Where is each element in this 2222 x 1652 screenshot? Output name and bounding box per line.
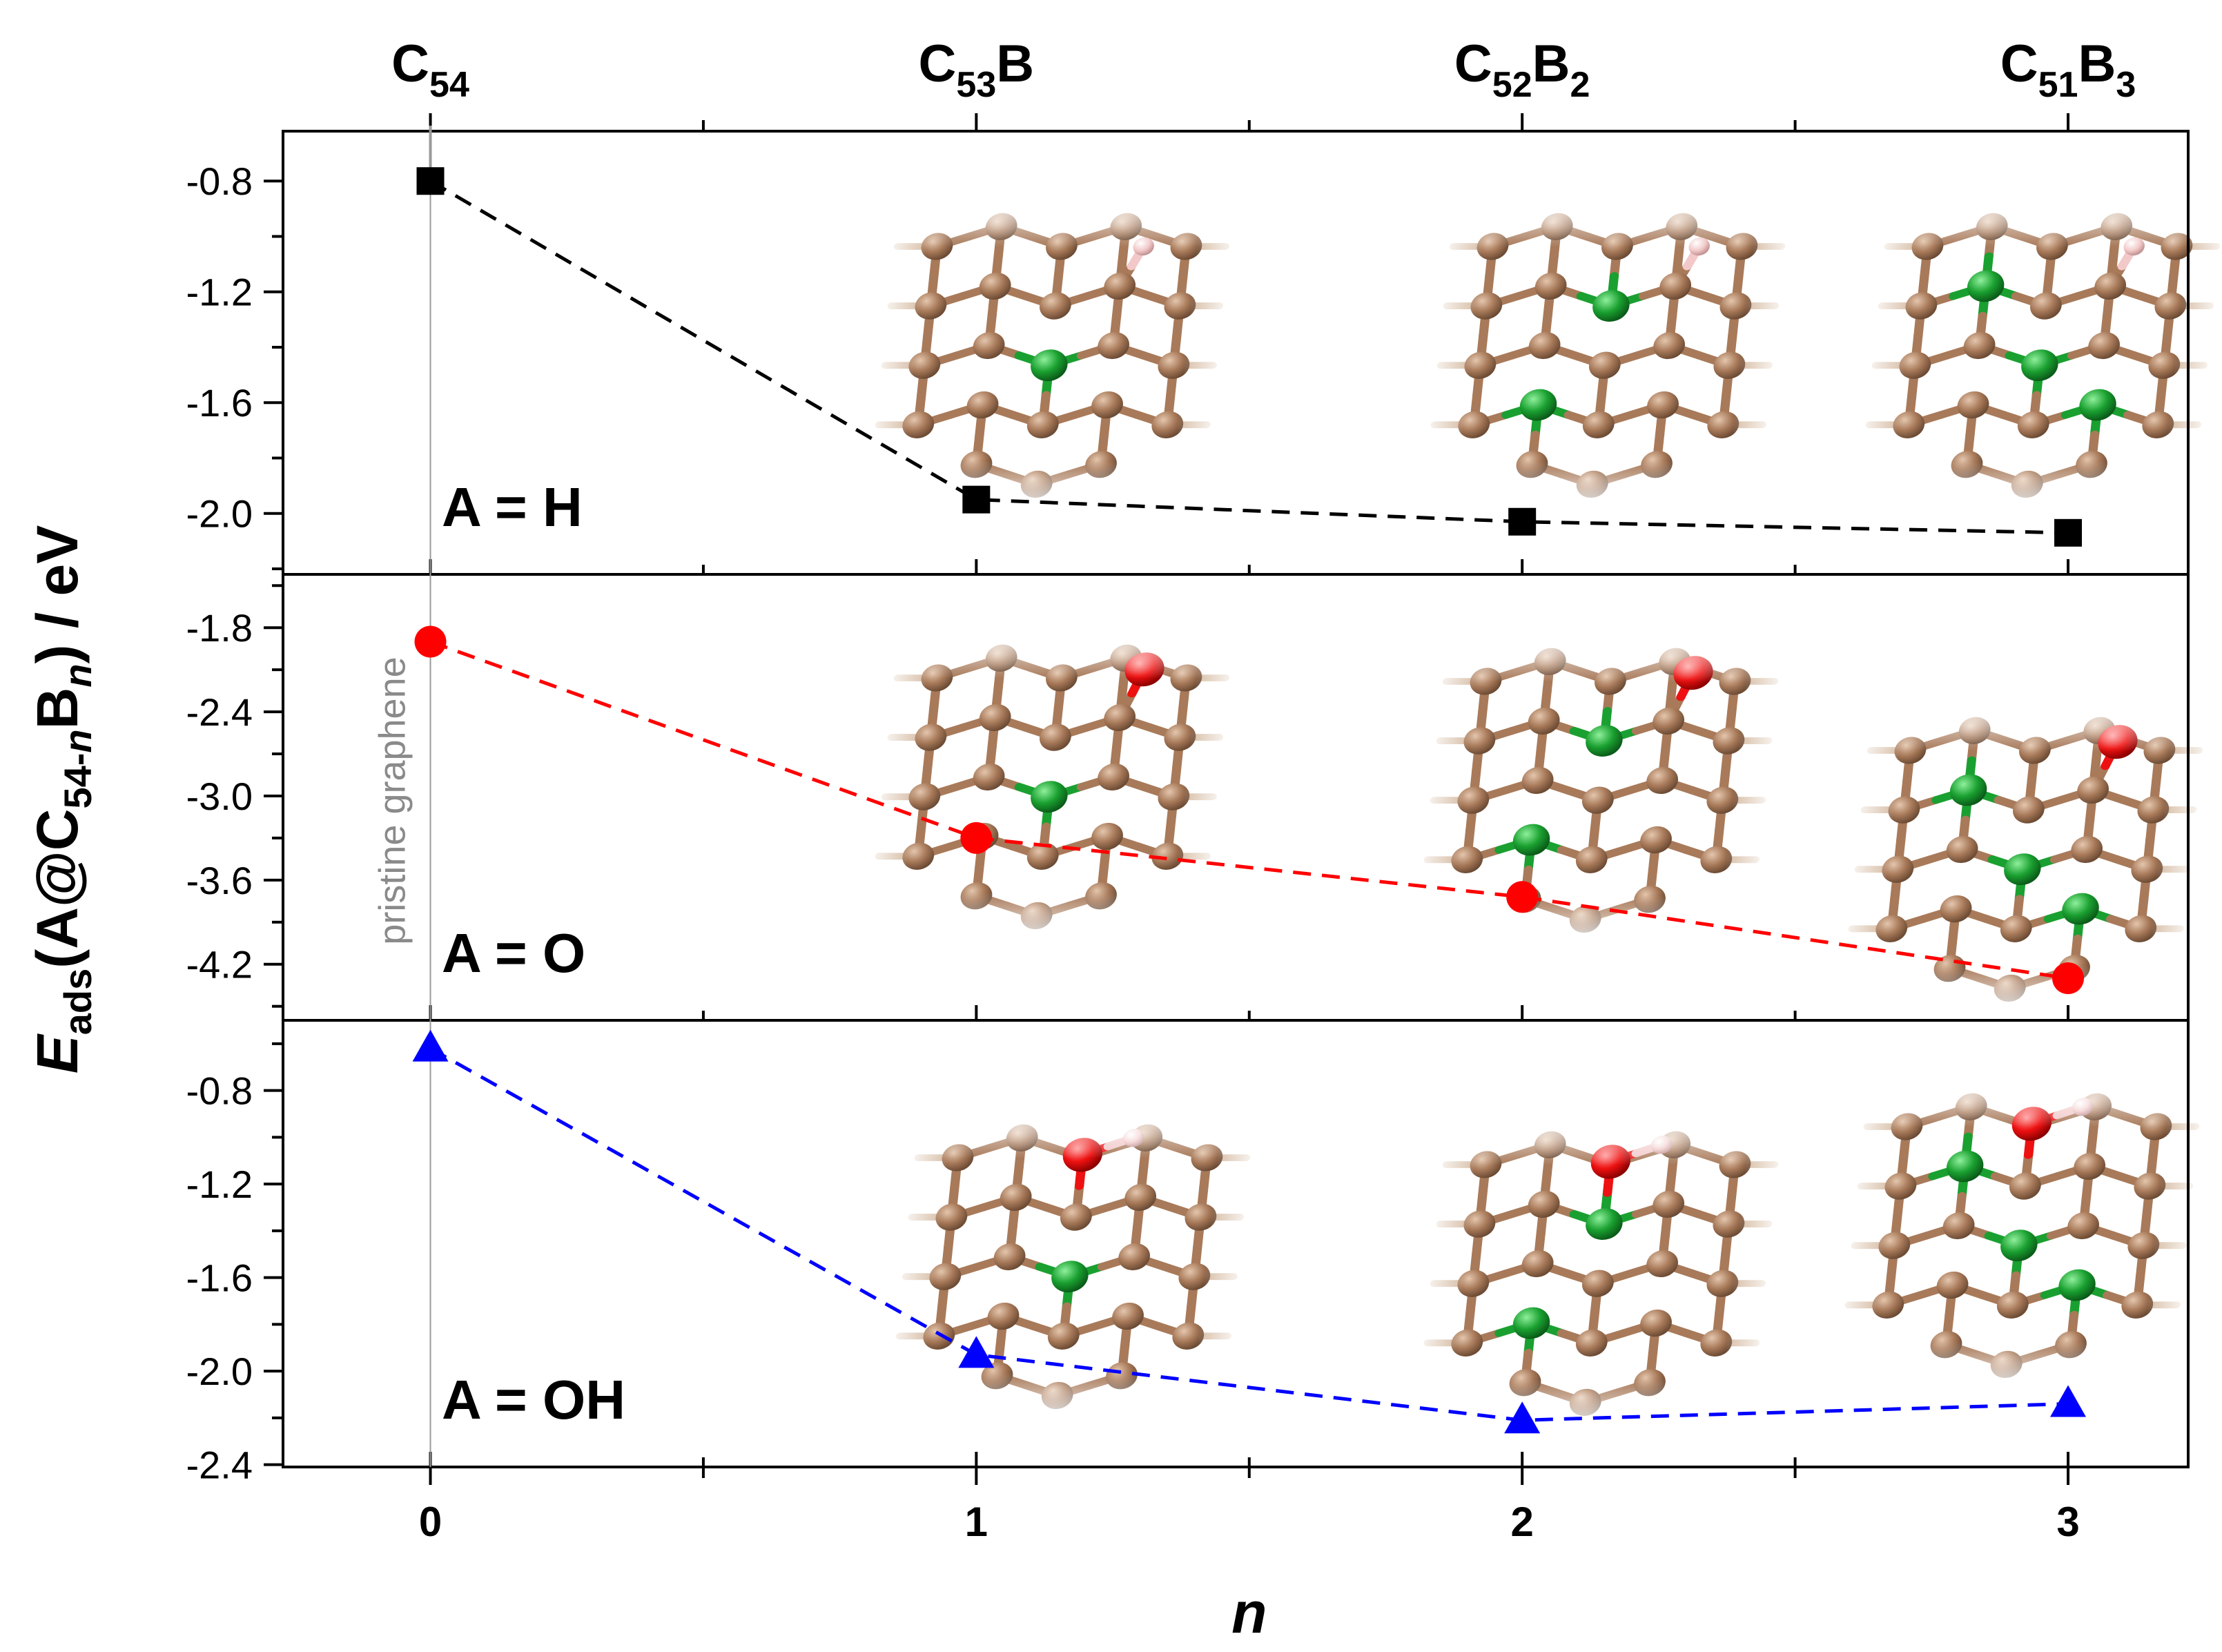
composition-label: C53B [919, 35, 1035, 105]
inset-h-n1 [857, 201, 1244, 507]
y-tick-label: -0.8 [186, 159, 253, 203]
inset-fade [1405, 1119, 1793, 1426]
molecular-structure-insets [857, 201, 2222, 1426]
inset-fade [1826, 1081, 2214, 1388]
y-tick-label: -3.6 [186, 859, 253, 902]
x-tick-label: 3 [2056, 1499, 2079, 1545]
data-point-triangle [1504, 1401, 1541, 1434]
series-line-2 [429, 1047, 2069, 1422]
panel-frame [282, 1019, 2190, 1468]
data-series-layer [412, 167, 2087, 1434]
data-point-square [2054, 518, 2083, 547]
x-tick-label: 1 [965, 1499, 988, 1545]
y-tick-label: -4.2 [186, 943, 253, 987]
y-tick-label: -1.6 [186, 381, 253, 425]
composition-label: C52B2 [1454, 35, 1590, 105]
y-tick-label: -3.0 [186, 775, 253, 818]
inset-h-n3 [1847, 201, 2222, 507]
composition-label: C54 [391, 35, 469, 105]
y-tick-label: -2.0 [186, 492, 253, 536]
inset-fade [857, 201, 1244, 507]
x-tick-label: 0 [419, 1499, 442, 1545]
panel-label: A = H [442, 476, 583, 538]
data-point-circle [2052, 962, 2085, 995]
inset-fade [1847, 201, 2222, 507]
inset-h-n2 [1412, 201, 1800, 507]
data-point-circle [1506, 881, 1539, 913]
y-tick-label: -2.4 [186, 690, 253, 734]
chart-text-layer: pristine graphene -0.8 -1.2 -1.6 -2.0 A = H -1… [25, 35, 2136, 1645]
inset-fade [1405, 636, 1793, 942]
y-tick-label: -1.8 [186, 606, 253, 650]
data-point-triangle [958, 1336, 995, 1368]
data-point-square [962, 485, 991, 514]
series-line-1 [429, 640, 2069, 980]
pristine-graphene-annotation: pristine graphene [372, 657, 413, 944]
y-tick-label: -1.2 [186, 271, 253, 314]
inset-fade [857, 632, 1244, 939]
inset-fade [877, 1112, 1265, 1419]
y-tick-label: -2.0 [186, 1350, 253, 1393]
series-line-0 [429, 179, 2069, 535]
panel-label: A = OH [442, 1369, 625, 1430]
data-point-triangle [412, 1029, 449, 1062]
panel-frames [264, 113, 2190, 1485]
x-axis-title: n [1231, 1580, 1267, 1645]
inset-oh-n3 [1826, 1081, 2214, 1388]
data-point-triangle [2050, 1385, 2087, 1417]
y-tick-label: -1.6 [186, 1256, 253, 1300]
x-tick-label: 2 [1510, 1499, 1533, 1545]
inset-fade [1412, 201, 1800, 507]
y-tick-label: -1.2 [186, 1163, 253, 1206]
inset-o-n2 [1405, 636, 1793, 942]
inset-fade [1830, 705, 2217, 1011]
y-tick-label: -0.8 [186, 1069, 253, 1113]
inset-o-n1 [857, 632, 1244, 939]
data-point-square [416, 167, 445, 195]
data-point-circle [960, 822, 993, 854]
inset-o-n3 [1830, 705, 2217, 1011]
panel-label: A = O [442, 922, 585, 984]
data-point-circle [414, 625, 447, 658]
inset-oh-n1 [877, 1112, 1265, 1419]
inset-oh-n2 [1405, 1119, 1793, 1426]
composition-label: C51B3 [2000, 35, 2136, 105]
y-tick-label: -2.4 [186, 1444, 253, 1487]
data-point-square [1508, 507, 1537, 536]
y-axis-title: Eads(A@C54-nBn) / eV [25, 525, 99, 1074]
